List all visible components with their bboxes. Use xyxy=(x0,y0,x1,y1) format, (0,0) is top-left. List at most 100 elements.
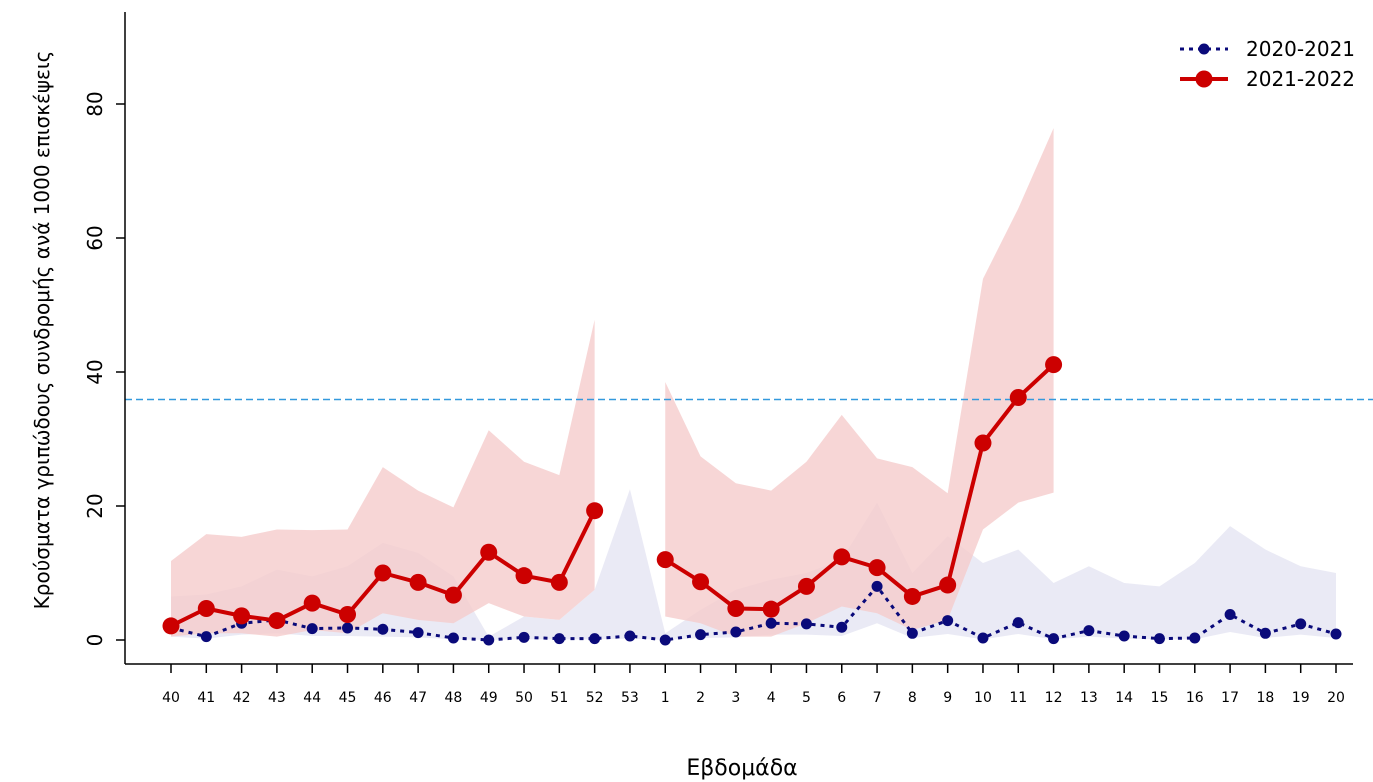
point-2021-2022-week-6 xyxy=(833,548,851,566)
y-tick-label-40: 40 xyxy=(83,359,107,384)
point-2020-2021-week-12 xyxy=(1048,633,1060,645)
point-2020-2021-week-11 xyxy=(1012,617,1024,629)
x-tick-label-7: 7 xyxy=(873,690,882,706)
point-2020-2021-week-2 xyxy=(695,629,707,641)
x-tick-label-15: 15 xyxy=(1151,690,1169,706)
point-2021-2022-week-43 xyxy=(268,612,286,630)
x-tick-label-47: 47 xyxy=(409,690,427,706)
legend-label-2021-2022: 2021-2022 xyxy=(1246,67,1355,91)
x-tick-label-5: 5 xyxy=(802,690,811,706)
point-2021-2022-week-51 xyxy=(550,573,568,591)
x-tick-label-11: 11 xyxy=(1009,690,1027,706)
y-tick-label-0: 0 xyxy=(83,634,107,647)
band-2021-2022-1 xyxy=(665,128,1054,637)
x-tick-label-45: 45 xyxy=(339,690,357,706)
x-tick-label-42: 42 xyxy=(233,690,251,706)
point-2020-2021-week-50 xyxy=(518,631,530,643)
x-tick-label-43: 43 xyxy=(268,690,286,706)
x-tick-label-50: 50 xyxy=(515,690,533,706)
legend-marker-2021-2022 xyxy=(1195,70,1213,88)
x-tick-label-9: 9 xyxy=(943,690,952,706)
legend-marker-2020-2021 xyxy=(1198,43,1210,55)
x-tick-label-12: 12 xyxy=(1045,690,1063,706)
x-tick-label-52: 52 xyxy=(586,690,604,706)
x-tick-label-51: 51 xyxy=(550,690,568,706)
point-2021-2022-week-40 xyxy=(162,617,180,635)
point-2020-2021-week-18 xyxy=(1259,627,1271,639)
x-tick-label-6: 6 xyxy=(837,690,846,706)
point-2020-2021-week-15 xyxy=(1153,633,1165,645)
point-2021-2022-week-2 xyxy=(692,573,710,591)
confidence-bands xyxy=(171,128,1336,640)
x-tick-label-44: 44 xyxy=(303,690,321,706)
point-2021-2022-week-5 xyxy=(797,577,815,595)
y-tick-label-60: 60 xyxy=(83,225,107,250)
point-2020-2021-week-3 xyxy=(730,626,742,638)
x-tick-label-40: 40 xyxy=(162,690,180,706)
point-2020-2021-week-45 xyxy=(342,622,354,634)
point-2020-2021-week-1 xyxy=(659,634,671,646)
point-2020-2021-week-41 xyxy=(200,631,212,643)
point-2021-2022-week-3 xyxy=(727,600,745,618)
point-2021-2022-week-52 xyxy=(586,502,604,520)
x-tick-label-46: 46 xyxy=(374,690,392,706)
point-2020-2021-week-5 xyxy=(800,618,812,630)
point-2020-2021-week-9 xyxy=(942,615,954,627)
x-tick-label-10: 10 xyxy=(974,690,992,706)
x-tick-label-2: 2 xyxy=(696,690,705,706)
point-2021-2022-week-45 xyxy=(339,606,357,624)
x-tick-label-1: 1 xyxy=(661,690,670,706)
point-2021-2022-week-44 xyxy=(303,594,321,612)
x-tick-label-48: 48 xyxy=(445,690,463,706)
point-2020-2021-week-44 xyxy=(306,623,318,635)
series-points xyxy=(162,356,1342,646)
x-tick-label-19: 19 xyxy=(1292,690,1310,706)
x-ticks: 40 41 42 43 44 45 46 47 48 49 50 51 52 53 1 2 3 4 5 6 7 8 9 10 1… xyxy=(162,664,1345,706)
point-2021-2022-week-12 xyxy=(1045,356,1063,374)
point-2020-2021-week-52 xyxy=(589,633,601,645)
x-axis-title: Εβδομάδα xyxy=(686,756,797,781)
point-2021-2022-week-42 xyxy=(233,607,251,625)
point-2021-2022-week-10 xyxy=(974,434,992,452)
point-2020-2021-week-10 xyxy=(977,632,989,644)
point-2021-2022-week-41 xyxy=(197,600,215,618)
x-tick-label-53: 53 xyxy=(621,690,639,706)
point-2020-2021-week-13 xyxy=(1083,625,1095,637)
y-tick-label-20: 20 xyxy=(83,493,107,518)
point-2021-2022-week-47 xyxy=(409,573,427,591)
legend: 2020-2021 2021-2022 xyxy=(1180,37,1355,91)
point-2020-2021-week-20 xyxy=(1330,628,1342,640)
x-tick-label-18: 18 xyxy=(1256,690,1274,706)
x-tick-label-20: 20 xyxy=(1327,690,1345,706)
point-2020-2021-week-16 xyxy=(1189,632,1201,644)
point-2021-2022-week-11 xyxy=(1009,388,1027,406)
x-tick-label-49: 49 xyxy=(480,690,498,706)
point-2021-2022-week-1 xyxy=(656,551,674,569)
point-2020-2021-week-19 xyxy=(1295,618,1307,630)
point-2021-2022-week-50 xyxy=(515,567,533,585)
point-2020-2021-week-46 xyxy=(377,623,389,635)
point-2020-2021-week-51 xyxy=(553,633,565,645)
point-2020-2021-week-17 xyxy=(1224,609,1236,621)
point-2020-2021-week-14 xyxy=(1118,630,1130,642)
point-2021-2022-week-8 xyxy=(903,587,921,605)
point-2020-2021-week-7 xyxy=(871,580,883,592)
point-2020-2021-week-53 xyxy=(624,630,636,642)
point-2020-2021-week-49 xyxy=(483,634,495,646)
point-2020-2021-week-47 xyxy=(412,627,424,639)
y-axis-title: Κρούσματα γριπώδους συνδρομής ανά 1000 ε… xyxy=(30,51,54,610)
band-2021-2022-0 xyxy=(171,319,595,637)
point-2020-2021-week-4 xyxy=(765,617,777,629)
point-2021-2022-week-49 xyxy=(480,543,498,561)
x-tick-label-16: 16 xyxy=(1186,690,1204,706)
x-tick-label-8: 8 xyxy=(908,690,917,706)
y-ticks: 0 20 40 60 80 xyxy=(83,91,125,646)
x-tick-label-17: 17 xyxy=(1221,690,1239,706)
legend-label-2020-2021: 2020-2021 xyxy=(1246,37,1355,61)
point-2020-2021-week-8 xyxy=(906,627,918,639)
x-tick-label-4: 4 xyxy=(767,690,776,706)
point-2021-2022-week-48 xyxy=(444,586,462,604)
point-2020-2021-week-6 xyxy=(836,621,848,633)
